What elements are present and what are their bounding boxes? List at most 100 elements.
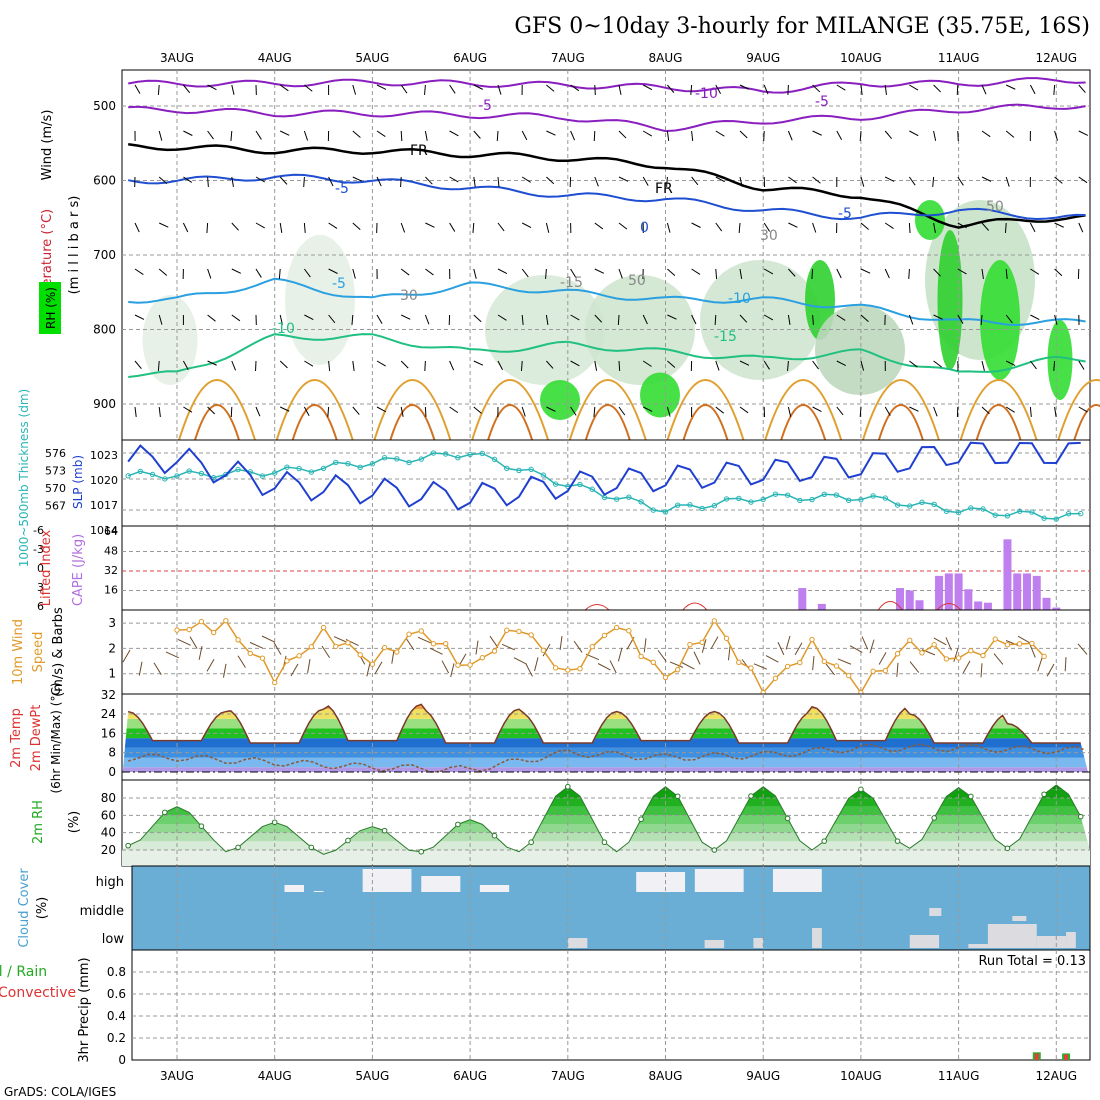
wind-speed-point xyxy=(968,648,974,654)
wind-speed-point xyxy=(931,642,937,648)
temperature-lines xyxy=(122,703,1090,773)
wind-barb xyxy=(618,360,621,372)
precip-tick: 0.6 xyxy=(107,987,126,1001)
dewpoint-line xyxy=(127,743,1086,773)
precip-bars xyxy=(1032,1052,1071,1060)
wind-barb xyxy=(787,314,791,325)
panel2-ticks: 576 573 570 567 1023 1020 1017 1014 xyxy=(45,447,118,537)
wind-barb xyxy=(473,314,482,323)
low-cloud xyxy=(567,938,588,948)
thickness-point xyxy=(699,505,705,512)
temperature-band xyxy=(122,767,1090,772)
surface-barb xyxy=(825,663,835,676)
ylabel-cape: CAPE (J/kg) xyxy=(71,534,86,606)
wind-barb xyxy=(400,130,403,142)
wind-barb xyxy=(812,222,817,233)
rh-point xyxy=(638,816,644,823)
wind-barb xyxy=(255,222,265,229)
wind-barb xyxy=(424,130,428,141)
wind-barb xyxy=(400,360,409,369)
wind-barb xyxy=(884,222,894,229)
wind-barb xyxy=(207,360,217,366)
thickness-point xyxy=(711,502,718,509)
wind-barb xyxy=(981,130,991,138)
bottom-date-label: 3AUG xyxy=(160,1069,194,1083)
surface-barb xyxy=(501,643,516,651)
panel8-grid xyxy=(132,950,1090,1060)
cape-bar xyxy=(964,589,973,610)
surface-barb xyxy=(429,647,443,655)
wind-barb xyxy=(521,176,531,183)
wind-barb xyxy=(933,268,941,277)
wind-barb xyxy=(812,176,821,184)
wind-barb xyxy=(666,130,670,141)
wind-barb xyxy=(497,222,505,232)
rh-point xyxy=(381,827,388,834)
rh-point xyxy=(455,821,461,828)
slp-tick: 1017 xyxy=(90,499,118,512)
temperature-contour xyxy=(128,277,1086,327)
wind-barb xyxy=(666,406,671,417)
wind-barb xyxy=(980,314,983,326)
thickness-point xyxy=(736,495,742,502)
wind-barb xyxy=(787,130,793,141)
wind-barb xyxy=(158,130,163,141)
wind-speed-point xyxy=(589,644,595,650)
wind-barb xyxy=(812,84,821,93)
wind-barb xyxy=(1054,176,1063,184)
panel3-ticks: -6 -3 0 3 6 64 48 32 16 xyxy=(33,524,118,613)
wind-barb xyxy=(1054,130,1059,141)
wind-speed-point xyxy=(210,629,217,636)
wind-speed-point xyxy=(797,659,803,666)
rh-point xyxy=(601,839,608,846)
wind-speed-point xyxy=(980,652,986,659)
chart-title: GFS 0~10day 3-hourly for MILANGE (35.75E… xyxy=(514,14,1090,39)
wind-speed-point xyxy=(955,655,962,661)
thickness-point xyxy=(540,472,547,478)
wind-speed-point xyxy=(943,656,950,662)
wind-speed-point xyxy=(406,631,412,637)
surface-barb xyxy=(307,659,311,673)
wind-speed-point xyxy=(186,626,192,633)
ylabel-barbs: (m/s) & Barbs xyxy=(51,607,66,697)
wind-speed-point xyxy=(223,617,229,624)
surface-barb xyxy=(812,656,815,671)
ylabel-2m-temp: 2m Temp xyxy=(9,708,24,768)
wind-barb xyxy=(714,314,717,326)
wind-barb xyxy=(860,360,865,371)
warm-contour xyxy=(764,379,843,441)
wind-speed-point xyxy=(247,650,253,657)
thickness-point xyxy=(259,473,266,479)
ylabel-slp: SLP (mb) xyxy=(71,455,85,509)
wind-barb xyxy=(594,360,598,371)
thickness-point xyxy=(369,461,376,467)
thickness-point xyxy=(308,469,315,475)
wind-barb xyxy=(400,176,402,188)
wind-barb xyxy=(425,268,434,276)
rh-point xyxy=(1077,813,1084,820)
thickness-point xyxy=(723,496,730,502)
wind-barb xyxy=(836,314,846,321)
wind-barb xyxy=(570,84,580,92)
wind-barb xyxy=(352,222,361,231)
thickness-point xyxy=(662,509,669,515)
wind-barb xyxy=(376,130,386,137)
wind-speed-point xyxy=(308,644,315,650)
wind-barb xyxy=(1054,406,1057,417)
panel-cloud-cover: high middle low Cloud Cover (%) xyxy=(17,865,1091,951)
thickness-line xyxy=(127,452,1081,520)
wind-speed-point xyxy=(198,618,205,625)
surface-barb xyxy=(475,640,479,655)
rh-tick: 40 xyxy=(101,826,116,840)
rh-base xyxy=(122,850,1090,866)
wind-barb xyxy=(207,268,212,279)
wind-barb xyxy=(715,130,725,137)
wind-barb xyxy=(908,176,916,186)
wind-speed-point xyxy=(736,659,742,666)
lifted-index-line xyxy=(584,601,962,611)
thickness-point xyxy=(198,470,205,477)
panel1-yticks: 500 600 700 800 900 xyxy=(93,99,116,411)
rh-band xyxy=(122,841,1090,850)
temperature-contours xyxy=(128,77,1100,441)
contour-label: -5 xyxy=(478,98,492,114)
